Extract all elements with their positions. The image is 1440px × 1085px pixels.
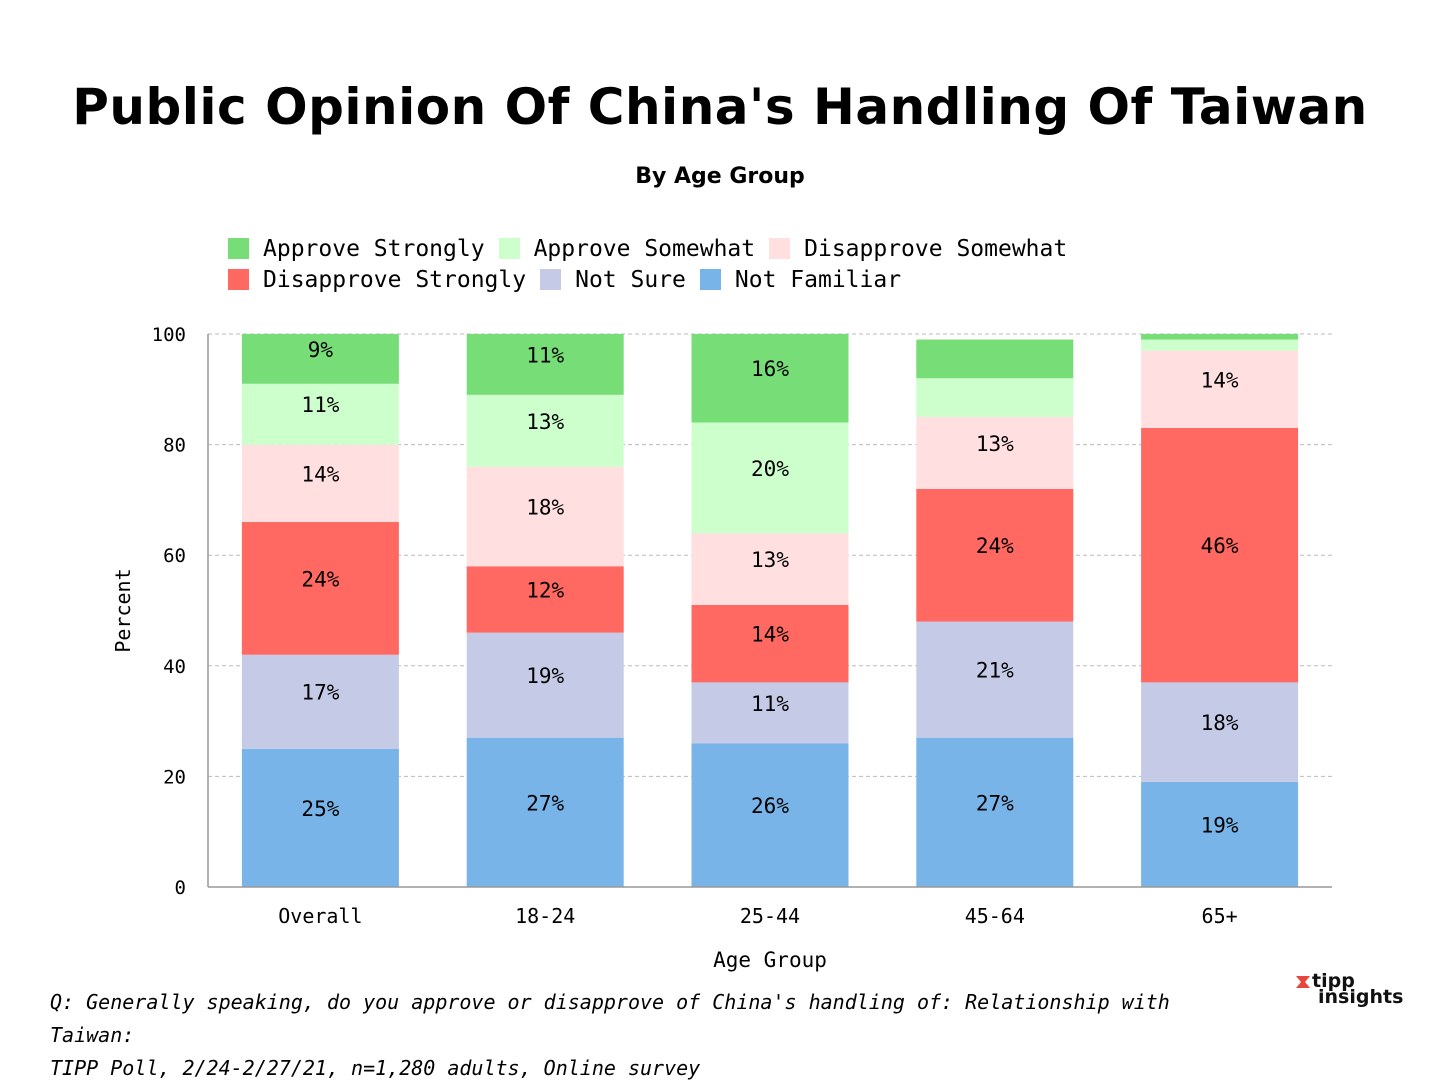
y-tick-label: 20 — [163, 766, 186, 788]
stacked-bar-chart: 0 20 40 60 80 100 25% 17% 24% 14% 11% 9% Overall 27% 1… — [111, 324, 1332, 972]
data-label: 18% — [1201, 711, 1239, 735]
data-label: 16% — [751, 357, 789, 381]
chart-subtitle: By Age Group — [635, 164, 805, 189]
y-tick-label: 0 — [175, 877, 186, 899]
data-label: 27% — [976, 791, 1014, 815]
x-tick-label: 18-24 — [515, 904, 575, 928]
bar-segment-approve-somewhat-45-64 — [916, 378, 1074, 417]
legend-label: Not Familiar — [734, 267, 902, 293]
bar-segment-not-sure-65 — [1141, 682, 1299, 782]
bar-segment-disapprove-somewhat-overall — [241, 444, 399, 523]
legend-label: Approve Somewhat — [533, 236, 756, 262]
legend-item-not-familiar: Not Familiar — [699, 265, 902, 296]
bar-segment-not-sure-18-24 — [466, 632, 624, 738]
legend-label: Approve Strongly — [263, 236, 485, 262]
legend-item-disapprove-somewhat: Disapprove Somewhat — [769, 234, 1067, 265]
bar-segment-disapprove-strongly-18-24 — [466, 566, 624, 633]
data-label: 19% — [1201, 813, 1239, 837]
data-label: 17% — [301, 681, 339, 705]
x-tick-label: Overall — [278, 904, 362, 928]
data-label: 18% — [526, 495, 564, 519]
data-label: 46% — [1201, 534, 1239, 558]
legend-item-not-sure: Not Sure — [540, 265, 686, 296]
bar-segment-not-familiar-overall — [241, 748, 399, 887]
bar-segment-approve-strongly-65 — [1141, 334, 1299, 340]
y-tick-label: 40 — [163, 656, 186, 678]
legend-swatch — [699, 269, 721, 290]
x-tick-label: 45-64 — [965, 904, 1025, 928]
x-tick-label: 65+ — [1202, 904, 1238, 928]
bar-segment-disapprove-strongly-45-64 — [916, 488, 1074, 622]
y-tick-label: 100 — [152, 324, 186, 346]
bar-segment-approve-somewhat-25-44 — [691, 422, 849, 534]
logo-text-tipp: tipp — [1312, 970, 1355, 992]
data-label: 13% — [976, 432, 1014, 456]
tipp-insights-logo: tipp insights — [1296, 970, 1406, 1014]
logo-mark-icon — [1296, 976, 1310, 988]
data-label: 24% — [301, 567, 339, 591]
bar-segment-approve-somewhat-18-24 — [466, 394, 624, 467]
data-label: 25% — [301, 797, 339, 821]
footnote-source: TIPP Poll, 2/24-2/27/21, n=1,280 adults,… — [50, 1056, 701, 1080]
legend-item-disapprove-strongly: Disapprove Strongly — [228, 265, 526, 296]
bar-segment-disapprove-somewhat-18-24 — [466, 466, 624, 567]
data-label: 24% — [976, 534, 1014, 558]
data-label: 9% — [308, 338, 334, 362]
data-label: 11% — [526, 343, 564, 367]
data-label: 11% — [751, 692, 789, 716]
footnote-question: Q: Generally speaking, do you approve or… — [50, 990, 1170, 1047]
legend-swatch — [540, 269, 562, 290]
bar-segment-approve-strongly-45-64 — [916, 339, 1074, 379]
legend-swatch — [228, 238, 249, 259]
bar-segment-disapprove-strongly-overall — [241, 522, 399, 655]
logo-text-insights: insights — [1318, 986, 1404, 1008]
bar-segment-disapprove-somewhat-45-64 — [916, 416, 1074, 489]
footnote: Q: Generally speaking, do you approve or… — [50, 986, 1250, 1085]
bar-segment-not-sure-45-64 — [916, 621, 1074, 738]
data-label: 26% — [751, 794, 789, 818]
data-label: 14% — [301, 462, 339, 486]
bar-segment-not-sure-25-44 — [691, 682, 849, 744]
bar-segment-not-sure-overall — [241, 654, 399, 749]
data-label: 27% — [526, 791, 564, 815]
x-axis-label: Age Group — [713, 948, 827, 972]
data-label: 14% — [1201, 368, 1239, 392]
data-label: 13% — [751, 548, 789, 572]
legend-label: Disapprove Strongly — [263, 267, 527, 293]
bar-segment-disapprove-strongly-65 — [1141, 428, 1299, 683]
legend-swatch — [498, 238, 520, 259]
data-label: 14% — [751, 623, 789, 647]
bar-segment-disapprove-somewhat-65 — [1141, 350, 1299, 429]
chart-title: Public Opinion Of China's Handling Of Ta… — [72, 78, 1368, 136]
legend-swatch — [228, 269, 249, 290]
bar-segment-approve-strongly-overall — [241, 334, 399, 384]
bar-segment-disapprove-somewhat-25-44 — [691, 533, 849, 605]
legend-item-approve-strongly: Approve Strongly — [228, 234, 485, 265]
data-label: 12% — [526, 578, 564, 602]
bar-segment-approve-strongly-18-24 — [466, 334, 624, 395]
y-axis-label: Percent — [111, 568, 135, 652]
bar-segment-approve-somewhat-overall — [241, 383, 399, 445]
x-tick-label: 25-44 — [740, 904, 800, 928]
bar-segment-not-familiar-18-24 — [466, 737, 624, 887]
data-label: 19% — [526, 664, 564, 688]
legend: Approve Strongly Approve Somewhat Disappro… — [228, 234, 1348, 296]
legend-label: Not Sure — [575, 267, 686, 293]
legend-item-approve-somewhat: Approve Somewhat — [498, 234, 756, 265]
legend-label: Disapprove Somewhat — [804, 236, 1068, 262]
data-label: 11% — [301, 393, 339, 417]
data-label: 21% — [976, 659, 1014, 683]
bar-segment-not-familiar-45-64 — [916, 737, 1074, 887]
bar-segment-approve-strongly-25-44 — [691, 334, 849, 423]
bar-segment-not-familiar-25-44 — [691, 743, 849, 887]
data-label: 20% — [751, 457, 789, 481]
y-tick-label: 80 — [163, 435, 186, 457]
data-label: 13% — [526, 410, 564, 434]
bar-segment-disapprove-strongly-25-44 — [691, 604, 849, 683]
legend-swatch — [769, 238, 791, 259]
y-tick-label: 60 — [163, 545, 186, 567]
bar-segment-approve-somewhat-65 — [1141, 339, 1299, 351]
bar-segment-not-familiar-65 — [1141, 781, 1299, 887]
